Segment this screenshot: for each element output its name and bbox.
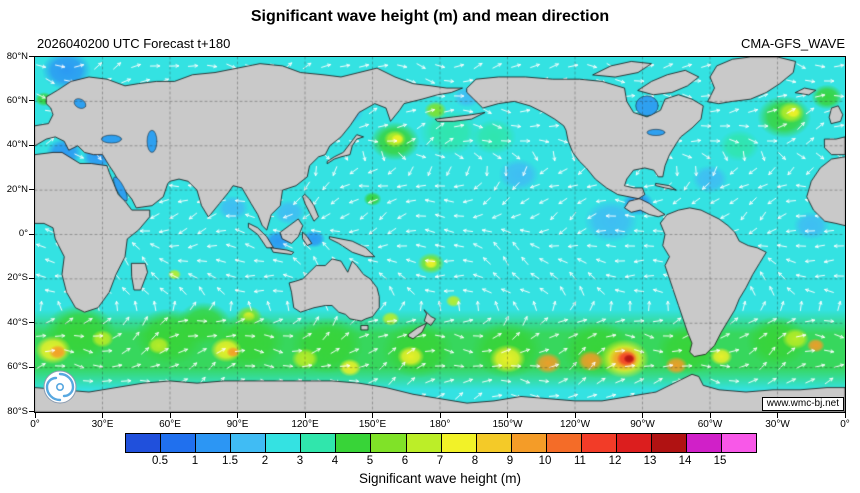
- lon-tick: [574, 413, 576, 418]
- colorbar-tick-label: 10: [538, 455, 552, 467]
- colorbar-segment: [406, 434, 442, 452]
- lon-tick-label: 30°W: [765, 419, 790, 430]
- colorbar-segment: [616, 434, 652, 452]
- colorbar-segment: [651, 434, 687, 452]
- lon-tick-label: 90°E: [226, 419, 249, 430]
- colorbar-tick-label: 5: [366, 455, 374, 467]
- colorbar-tick-label: 11: [574, 455, 586, 467]
- colorbar-segment: [441, 434, 477, 452]
- lon-tick-label: 60°W: [697, 419, 723, 430]
- colorbar-segment: [476, 434, 512, 452]
- colorbar-tick-label: 0.5: [152, 455, 168, 467]
- colorbar-tick-label: 2: [261, 455, 269, 467]
- colorbar-tick-label: 9: [506, 455, 514, 467]
- lon-tick: [372, 413, 373, 418]
- model-name-label: CMA-GFS_WAVE: [740, 36, 845, 51]
- init-time-label: 2026040200 UTC Forecast t+180: [37, 36, 231, 51]
- spiral-icon: [43, 370, 77, 404]
- lat-tick-label: 20°S: [7, 272, 28, 284]
- lat-tick: [29, 100, 35, 102]
- colorbar-segment: [511, 434, 547, 452]
- lon-tick-label: 150°W: [492, 419, 523, 430]
- lon-tick-label: 90°W: [630, 419, 655, 430]
- colorbar-tick-label: 14: [678, 455, 692, 467]
- lat-tick-label: 60°S: [7, 361, 28, 373]
- lat-tick: [29, 144, 35, 146]
- lon-tick: [439, 413, 441, 418]
- colorbar-segment: [371, 434, 407, 452]
- lat-tick: [29, 233, 35, 235]
- lon-tick-label: 120°E: [291, 419, 319, 430]
- lon-tick: [169, 413, 171, 418]
- lon-tick: [777, 413, 778, 418]
- colorbar-segment: [687, 434, 723, 452]
- colorbar-segment: [301, 434, 337, 452]
- colorbar-title: Significant wave height (m): [358, 471, 522, 486]
- watermark-label: www.wmc-bj.net: [761, 397, 844, 411]
- lon-tick: [709, 413, 711, 418]
- lon-tick-label: 30°E: [91, 419, 114, 430]
- lat-tick: [29, 277, 35, 279]
- colorbar-segment: [231, 434, 267, 452]
- lon-tick: [844, 413, 846, 418]
- colorbar-tick-label: 4: [331, 455, 339, 467]
- lon-tick: [642, 413, 643, 418]
- lat-tick: [29, 56, 35, 57]
- wave-height-map-canvas: [35, 57, 845, 412]
- colorbar-tick-label: 7: [436, 455, 444, 467]
- lat-tick: [29, 322, 35, 324]
- colorbar-tick-label: 3: [296, 455, 304, 467]
- cma-spiral-logo: [43, 370, 77, 404]
- lon-tick-label: 60°E: [159, 419, 181, 430]
- colorbar-tick-label: 15: [713, 455, 727, 467]
- colorbar-segment: [196, 434, 232, 452]
- lat-tick: [29, 189, 35, 191]
- lat-tick-label: 40°S: [7, 316, 28, 328]
- colorbar-tick-label: 8: [471, 455, 479, 467]
- lat-tick: [29, 366, 35, 368]
- lat-tick-label: 20°N: [6, 183, 28, 195]
- lon-tick-label: 0°: [840, 419, 850, 430]
- lon-tick: [237, 413, 238, 418]
- colorbar-tick-label: 1: [191, 455, 199, 467]
- lon-tick: [304, 413, 306, 418]
- colorbar-segment: [266, 434, 302, 452]
- lon-tick: [102, 413, 103, 418]
- colorbar-tick-label: 1.5: [222, 455, 238, 467]
- lat-tick-label: 0°: [18, 228, 28, 239]
- colorbar-tick-label: 12: [608, 455, 622, 467]
- lon-tick: [34, 413, 36, 418]
- colorbar-tick-label: 13: [643, 455, 657, 467]
- lon-tick-label: 180°: [429, 419, 451, 430]
- lat-tick: [29, 411, 35, 412]
- lon-tick-label: 0°: [30, 419, 40, 430]
- lon-tick: [507, 413, 508, 418]
- lat-tick-label: 40°N: [6, 139, 28, 151]
- map-frame: www.wmc-bj.net: [34, 56, 846, 413]
- lat-tick-label: 60°N: [6, 94, 28, 106]
- lat-tick-label: 80°N: [6, 50, 28, 62]
- colorbar-segment: [722, 434, 757, 452]
- colorbar-segment: [161, 434, 197, 452]
- colorbar-segment: [126, 434, 162, 452]
- colorbar-tick-label: 6: [401, 455, 409, 467]
- lon-tick-label: 150°E: [358, 419, 387, 430]
- colorbar: [125, 433, 757, 453]
- chart-title: Significant wave height (m) and mean dir…: [250, 8, 610, 25]
- lon-tick-label: 120°W: [559, 419, 591, 430]
- colorbar-segment: [546, 434, 582, 452]
- lat-tick-label: 80°S: [7, 405, 28, 417]
- colorbar-segment: [581, 434, 617, 452]
- colorbar-segment: [336, 434, 372, 452]
